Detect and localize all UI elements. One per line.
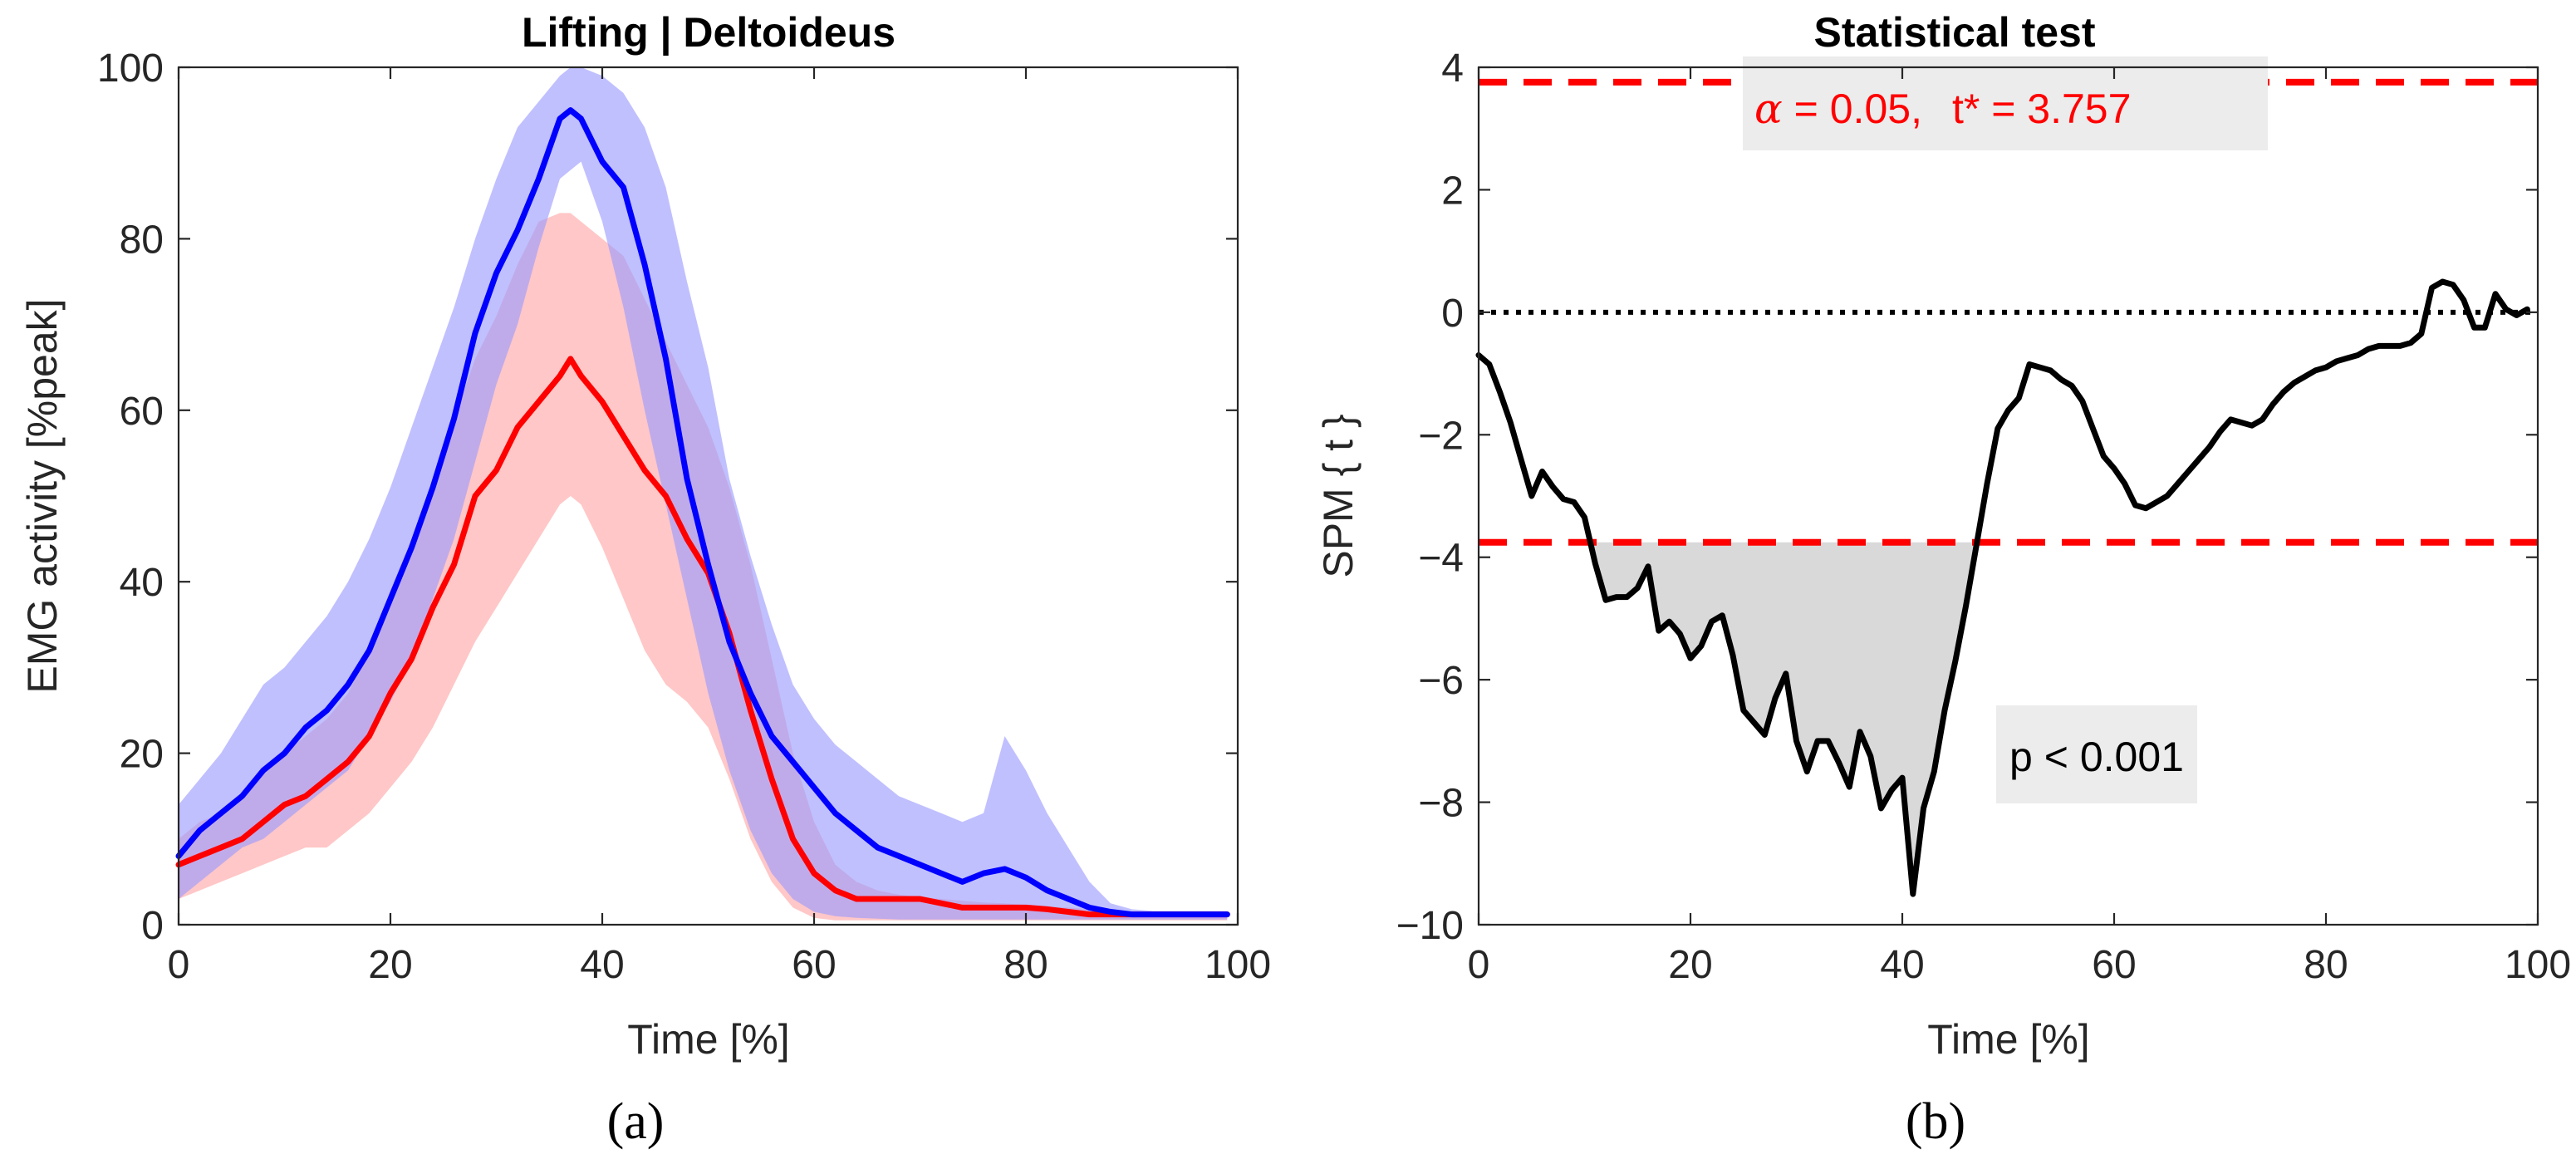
blue-mean-line [175,107,1230,918]
panel-b-reference-lines [1479,78,2538,546]
panel-b-label: (b) [1906,1093,1965,1150]
panel-a-x-tick-label: 40 [580,943,624,987]
panel-a-x-ticks: 0 20 40 60 80 100 [168,67,1271,987]
panel-b-y-ticks: −10 −8 −6 −4 −2 0 2 4 [1396,47,2538,948]
threshold-annotation: α = 0.05, t* = 3.757 [1743,56,2268,150]
panel-a-x-tick-label: 20 [368,943,412,987]
panel-a-y-tick-label: 60 [120,390,164,434]
panel-b-spm-curve [1475,278,2530,897]
panel-b-y-tick-label: −10 [1396,904,1464,948]
panel-a-lines [175,107,1230,918]
p-value-annotation: p < 0.001 [1996,705,2197,803]
p-value-text: p < 0.001 [2009,734,2184,780]
panel-a-bands [179,67,1228,921]
panel-a-y-tick-label: 40 [120,561,164,605]
panel-b-axes-box [1477,66,2539,926]
panel-a-y-tick-label: 100 [97,47,164,91]
threshold-annotation-box [1743,56,2268,150]
panel-a-y-tick-label: 0 [141,904,164,948]
panel-b-x-tick-label: 40 [1880,943,1924,987]
panel-b-y-tick-label: −4 [1418,537,1464,581]
panel-b: Statistical test α = 0.05, t* = 3.757 p <… [1315,9,2571,1150]
panel-b-significant-cluster [1590,542,1977,895]
panel-a-y-tick-label: 80 [120,218,164,262]
panel-a-x-tick-label: 80 [1003,943,1048,987]
panel-a-x-tick-label: 0 [168,943,190,987]
suprathreshold-cluster-area [1590,542,1977,895]
panel-b-x-tick-label: 60 [2092,943,2136,987]
alpha-value: = 0.05, [1783,86,1922,132]
panel-b-y-tick-label: 2 [1441,169,1464,213]
panel-b-x-tick-label: 100 [2505,943,2571,987]
panel-a-title: Lifting | Deltoideus [522,9,895,56]
panel-a: Lifting | Deltoideus 0 20 40 60 80 100 0 20 40 6… [19,9,1271,1150]
panel-b-x-ticks: 0 20 40 60 80 100 [1468,67,2571,987]
panel-b-x-tick-label: 80 [2304,943,2348,987]
threshold-annotation-text: α = 0.05, t* = 3.757 [1754,85,2131,133]
panel-a-label: (a) [607,1093,665,1150]
panel-b-y-tick-label: 0 [1441,292,1464,336]
tstar-value: t* = 3.757 [1952,86,2131,132]
panel-a-x-tick-label: 60 [792,943,836,987]
panel-a-axes-box [177,66,1239,926]
panel-a-x-tick-label: 100 [1205,943,1271,987]
panel-b-x-tick-label: 0 [1468,943,1490,987]
red-mean-line [175,356,1230,918]
panel-b-y-tick-label: 4 [1441,47,1464,91]
p-value-annotation-box [1996,705,2197,803]
panel-a-x-axis-label: Time [%] [627,1016,789,1063]
spm-t-curve [1475,278,2530,897]
panel-b-title: Statistical test [1813,9,2095,56]
blue-sd-band [179,67,1228,920]
panel-a-y-tick-label: 20 [120,733,164,777]
panel-b-y-axis-label: SPM { t } [1315,414,1362,577]
panel-b-y-tick-label: −2 [1418,414,1464,458]
alpha-symbol: α [1754,85,1783,133]
panel-a-y-ticks: 0 20 40 60 80 100 [97,47,1238,948]
panel-b-x-tick-label: 20 [1668,943,1712,987]
panel-b-y-tick-label: −8 [1418,782,1464,826]
panel-b-x-axis-label: Time [%] [1927,1016,2089,1063]
panel-b-y-tick-label: −6 [1418,659,1464,703]
panel-a-y-axis-label: EMG activity [%peak] [19,298,66,693]
